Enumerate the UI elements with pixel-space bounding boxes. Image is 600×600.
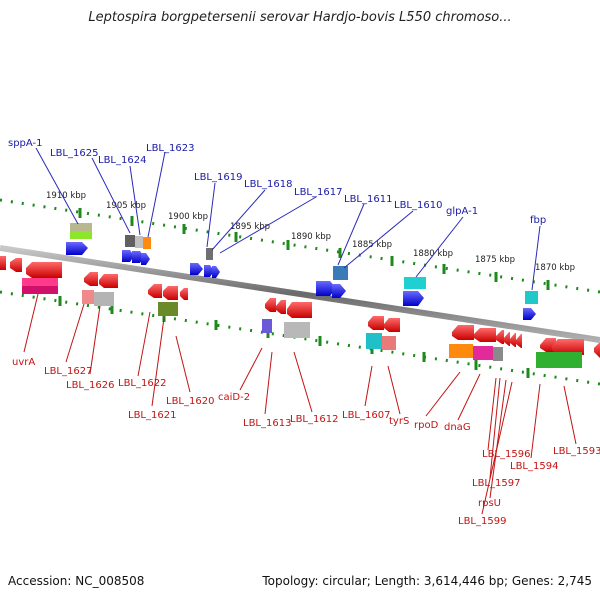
scale-label: 1880 kbp — [413, 249, 453, 259]
gene-blocks-inner[interactable] — [22, 278, 582, 368]
gene-label[interactable]: LBL_1599 — [458, 516, 506, 527]
accession-text: Accession: NC_008508 — [8, 574, 145, 588]
gene-label[interactable]: rpsU — [478, 498, 501, 509]
gene-label[interactable]: sppA-1 — [8, 138, 43, 149]
scale-label: 1875 kbp — [475, 255, 515, 265]
label-lines-top — [35, 147, 541, 291]
gene-label[interactable]: LBL_1612 — [290, 414, 338, 425]
gene-label[interactable]: LBL_1613 — [243, 418, 291, 429]
map-title: Leptospira borgpetersenii serovar Hardjo… — [88, 10, 512, 25]
reverse-genes[interactable] — [0, 256, 600, 358]
gene-label[interactable]: uvrA — [12, 357, 35, 368]
scale-label: 1905 kbp — [106, 201, 146, 211]
major-ticks-outer — [78, 208, 550, 290]
gene-label[interactable]: glpA-1 — [446, 206, 478, 217]
forward-genes[interactable] — [66, 242, 536, 320]
gene-label[interactable]: rpoD — [414, 420, 439, 431]
gene-blocks-outer[interactable] — [70, 223, 538, 304]
gene-label[interactable]: LBL_1618 — [244, 179, 292, 190]
gene-label[interactable]: LBL_1621 — [128, 410, 176, 421]
gene-label[interactable]: LBL_1622 — [118, 378, 166, 389]
gene-label[interactable]: LBL_1617 — [294, 187, 342, 198]
chromosome-backbone — [0, 245, 600, 343]
scale-label: 1900 kbp — [168, 212, 208, 222]
topology-summary: Topology: circular; Length: 3,614,446 bp… — [262, 574, 592, 588]
label-lines-bottom — [23, 293, 577, 515]
gene-label[interactable]: LBL_1625 — [50, 148, 98, 159]
gene-label[interactable]: LBL_1623 — [146, 143, 194, 154]
gene-label[interactable]: LBL_1619 — [194, 172, 242, 183]
gene-label[interactable]: LBL_1626 — [66, 380, 114, 391]
gene-label[interactable]: LBL_1607 — [342, 410, 390, 421]
scale-label: 1895 kbp — [230, 222, 270, 232]
gene-label[interactable]: LBL_1610 — [394, 200, 442, 211]
gene-label[interactable]: tyrS — [389, 416, 409, 427]
gene-label[interactable]: LBL_1627 — [44, 366, 92, 377]
gene-label[interactable]: fbp — [530, 215, 546, 226]
scale-label: 1870 kbp — [535, 263, 575, 273]
gene-label[interactable]: LBL_1594 — [510, 461, 558, 472]
gene-label[interactable]: LBL_1596 — [482, 449, 530, 460]
gene-label[interactable]: LBL_1593 — [553, 446, 600, 457]
gene-label[interactable]: LBL_1620 — [166, 396, 214, 407]
gene-label[interactable]: dnaG — [444, 422, 471, 433]
gene-label[interactable]: caiD-2 — [218, 392, 250, 403]
gene-label[interactable]: LBL_1611 — [344, 194, 392, 205]
scale-label: 1910 kbp — [46, 191, 86, 201]
gene-label[interactable]: LBL_1597 — [472, 478, 520, 489]
gene-label[interactable]: LBL_1624 — [98, 155, 146, 166]
scale-label: 1890 kbp — [291, 232, 331, 242]
